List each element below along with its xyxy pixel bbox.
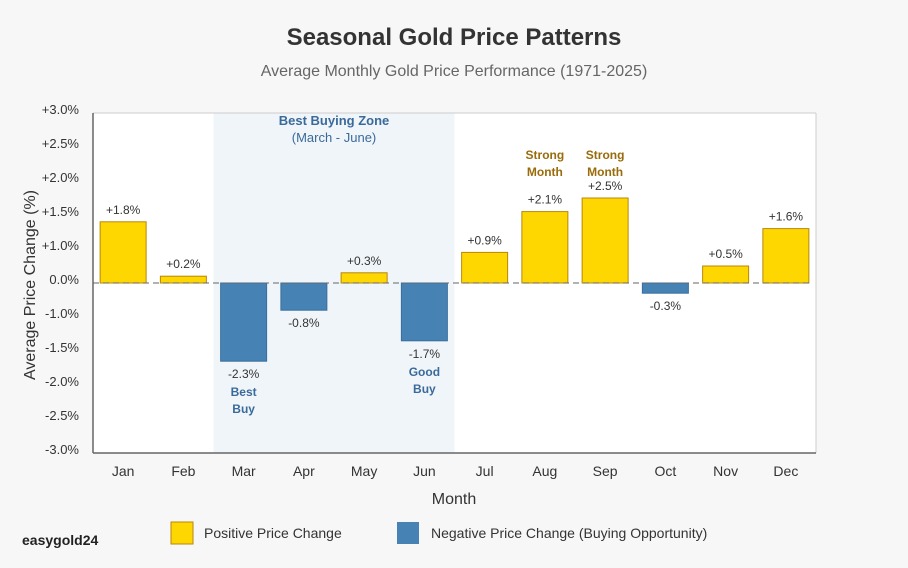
value-label-aug: +2.1% bbox=[528, 193, 563, 207]
bar-may bbox=[340, 272, 388, 284]
legend-swatch-positive bbox=[170, 521, 194, 545]
x-tick-label-oct: Oct bbox=[654, 463, 676, 479]
x-ticks-group: Jan Feb Mar Apr May Jun Jul Aug Sep Oct Nov Dec bbox=[112, 463, 798, 479]
value-label-sep: +2.5% bbox=[588, 179, 623, 193]
annotation-jun-line-1: Buy bbox=[413, 382, 436, 396]
y-tick-label: -1.0% bbox=[45, 306, 79, 321]
value-label-nov: +0.5% bbox=[708, 247, 743, 261]
value-labels-group: +1.8% +0.2% -2.3% -0.8% +0.3% -1.7% +0.9% +2.1%… bbox=[106, 148, 803, 416]
y-tick-label: +2.5% bbox=[42, 136, 80, 151]
legend-swatch-negative bbox=[397, 522, 419, 544]
x-tick-label-jun: Jun bbox=[413, 463, 436, 479]
y-axis-label: Average Price Change (%) bbox=[22, 190, 39, 380]
bar-feb bbox=[159, 275, 207, 284]
value-label-may: +0.3% bbox=[347, 254, 382, 268]
x-tick-label-sep: Sep bbox=[593, 463, 618, 479]
annotation-jun-line-0: Good bbox=[409, 365, 440, 379]
y-ticks-group: +3.0% +2.5% +2.0% +1.5% +1.0% 0.0% -1.0% -1.5% -… bbox=[42, 102, 80, 457]
value-label-oct: -0.3% bbox=[650, 299, 682, 313]
legend: Positive Price Change Negative Price Cha… bbox=[170, 521, 707, 545]
bar-dec bbox=[762, 228, 810, 284]
brand-label: easygold24 bbox=[22, 532, 98, 548]
bar-mar bbox=[220, 282, 268, 362]
bars-group bbox=[99, 197, 810, 362]
zone-subtitle: (March - June) bbox=[292, 130, 377, 145]
bar-jun bbox=[400, 282, 448, 342]
x-tick-label-apr: Apr bbox=[293, 463, 315, 479]
y-tick-label: -2.0% bbox=[45, 374, 79, 389]
x-tick-label-dec: Dec bbox=[773, 463, 798, 479]
value-label-feb: +0.2% bbox=[166, 257, 201, 271]
y-tick-label: -1.5% bbox=[45, 340, 79, 355]
x-tick-label-aug: Aug bbox=[532, 463, 557, 479]
bar-jan bbox=[99, 221, 147, 284]
value-label-apr: -0.8% bbox=[288, 316, 320, 330]
bar-sep bbox=[581, 197, 629, 284]
value-label-jun: -1.7% bbox=[409, 347, 441, 361]
annotation-mar-line-1: Buy bbox=[232, 402, 255, 416]
annotation-aug-line-0: Strong bbox=[526, 148, 565, 162]
zone-title: Best Buying Zone bbox=[279, 113, 390, 128]
x-tick-label-feb: Feb bbox=[171, 463, 195, 479]
x-tick-label-jul: Jul bbox=[476, 463, 494, 479]
y-tick-label: +1.5% bbox=[42, 204, 80, 219]
y-tick-label: +3.0% bbox=[42, 102, 80, 117]
y-tick-label: 0.0% bbox=[49, 272, 79, 287]
y-tick-label: +2.0% bbox=[42, 170, 80, 185]
value-label-jul: +0.9% bbox=[467, 233, 502, 247]
bar-apr bbox=[280, 282, 328, 311]
bar-nov bbox=[702, 265, 750, 284]
legend-label-positive: Positive Price Change bbox=[204, 525, 342, 541]
legend-label-negative: Negative Price Change (Buying Opportunit… bbox=[431, 525, 707, 541]
y-tick-label: -3.0% bbox=[45, 442, 79, 457]
bar-aug bbox=[521, 211, 569, 284]
annotation-sep-line-0: Strong bbox=[586, 148, 625, 162]
x-axis-label: Month bbox=[432, 491, 476, 508]
chart-subtitle: Average Monthly Gold Price Performance (… bbox=[261, 63, 648, 80]
y-tick-label: -2.5% bbox=[45, 408, 79, 423]
value-label-jan: +1.8% bbox=[106, 203, 141, 217]
x-tick-label-jan: Jan bbox=[112, 463, 135, 479]
x-tick-label-nov: Nov bbox=[713, 463, 738, 479]
value-label-mar: -2.3% bbox=[228, 367, 260, 381]
annotation-aug-line-1: Month bbox=[527, 165, 563, 179]
value-label-dec: +1.6% bbox=[769, 210, 804, 224]
chart-title: Seasonal Gold Price Patterns bbox=[287, 24, 622, 51]
bar-oct bbox=[641, 282, 689, 294]
bar-jul bbox=[461, 251, 509, 284]
x-tick-label-may: May bbox=[351, 463, 377, 479]
x-tick-label-mar: Mar bbox=[232, 463, 256, 479]
y-tick-label: +1.0% bbox=[42, 238, 80, 253]
annotation-sep-line-1: Month bbox=[587, 165, 623, 179]
annotation-mar-line-0: Best bbox=[231, 385, 257, 399]
